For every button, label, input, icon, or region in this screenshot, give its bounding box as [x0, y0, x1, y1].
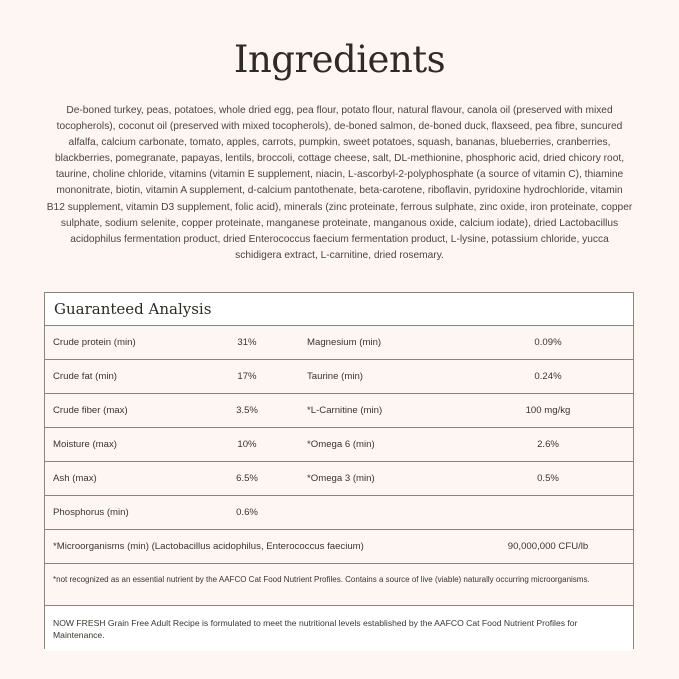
- table-row: Crude fat (min) 17% Taurine (min) 0.24%: [45, 360, 633, 394]
- ingredients-line: tocopherols), coconut oil (preserved wit…: [56, 121, 623, 133]
- aafco-statement: NOW FRESH Grain Free Adult Recipe is for…: [45, 606, 633, 651]
- table-row: Crude fiber (max) 3.5% *L-Carnitine (min) 1…: [45, 394, 633, 428]
- table-row: Crude protein (min) 31% Magnesium (min) 0.0…: [45, 326, 633, 360]
- row-label: *Omega 6 (min): [307, 439, 375, 450]
- row-label: Crude fiber (max): [53, 405, 128, 416]
- row-value: 17%: [237, 371, 257, 382]
- row-value: 2.6%: [537, 439, 559, 450]
- row-label: Moisture (max): [53, 439, 117, 450]
- ingredients-line: De-boned turkey, peas, potatoes, whole d…: [66, 105, 613, 116]
- page-title: Ingredients: [233, 38, 446, 81]
- ingredients-line: acidophilus fermentation product, dried …: [70, 233, 609, 245]
- row-value: 90,000,000 CFU/lb: [507, 541, 589, 552]
- row-value: 6.5%: [236, 473, 258, 484]
- row-value: 31%: [237, 337, 257, 348]
- table-row: Phosphorus (min) 0.6%: [45, 496, 633, 530]
- guaranteed-analysis-table: Guaranteed Analysis Crude protein (min) 3…: [44, 292, 634, 651]
- table-title: Guaranteed Analysis: [45, 293, 633, 326]
- row-value: 3.5%: [236, 405, 258, 416]
- table-row: Ash (max) 6.5% *Omega 3 (min) 0.5%: [45, 462, 633, 496]
- row-label: Phosphorus (min): [53, 507, 129, 518]
- table-row-microorganisms: *Microorganisms (min) (Lactobacillus aci…: [45, 530, 633, 564]
- ingredients-line: alfalfa, calcium carbonate, tomato, appl…: [68, 137, 611, 149]
- row-label: *Omega 3 (min): [307, 473, 375, 484]
- table-row: Moisture (max) 10% *Omega 6 (min) 2.6%: [45, 428, 633, 462]
- row-label: Crude protein (min): [53, 337, 136, 348]
- row-value: 10%: [237, 439, 257, 450]
- ingredients-line: blackberries, pomegranate, papayas, lent…: [54, 153, 625, 165]
- row-label: Ash (max): [53, 473, 97, 484]
- row-value: 0.5%: [537, 473, 559, 484]
- ingredients-line: taurine, choline chloride, vitamins (vit…: [55, 169, 624, 181]
- row-label: Magnesium (min): [307, 337, 382, 348]
- row-label: Crude fat (min): [53, 371, 117, 382]
- row-value: 0.6%: [236, 507, 258, 518]
- row-label: Taurine (min): [307, 371, 363, 382]
- ingredients-line: mononitrate, biotin, vitamin A supplemen…: [56, 185, 623, 197]
- ingredients-list: De-boned turkey, peas, potatoes, whole d…: [0, 103, 679, 264]
- footnote: *not recognized as an essential nutrient…: [45, 564, 633, 606]
- row-value: 0.09%: [534, 337, 562, 348]
- ingredients-line: sulphate, sodium selenite, copper protei…: [60, 217, 619, 229]
- row-label: *L-Carnitine (min): [307, 405, 383, 416]
- ingredients-line: schidigera extract, L-carnitine, dried r…: [235, 249, 444, 261]
- ingredients-line: B12 supplement, vitamin D3 supplement, f…: [46, 201, 633, 213]
- row-label: *Microorganisms (min) (Lactobacillus aci…: [53, 541, 364, 552]
- row-value: 100 mg/kg: [525, 405, 571, 416]
- row-value: 0.24%: [534, 371, 562, 382]
